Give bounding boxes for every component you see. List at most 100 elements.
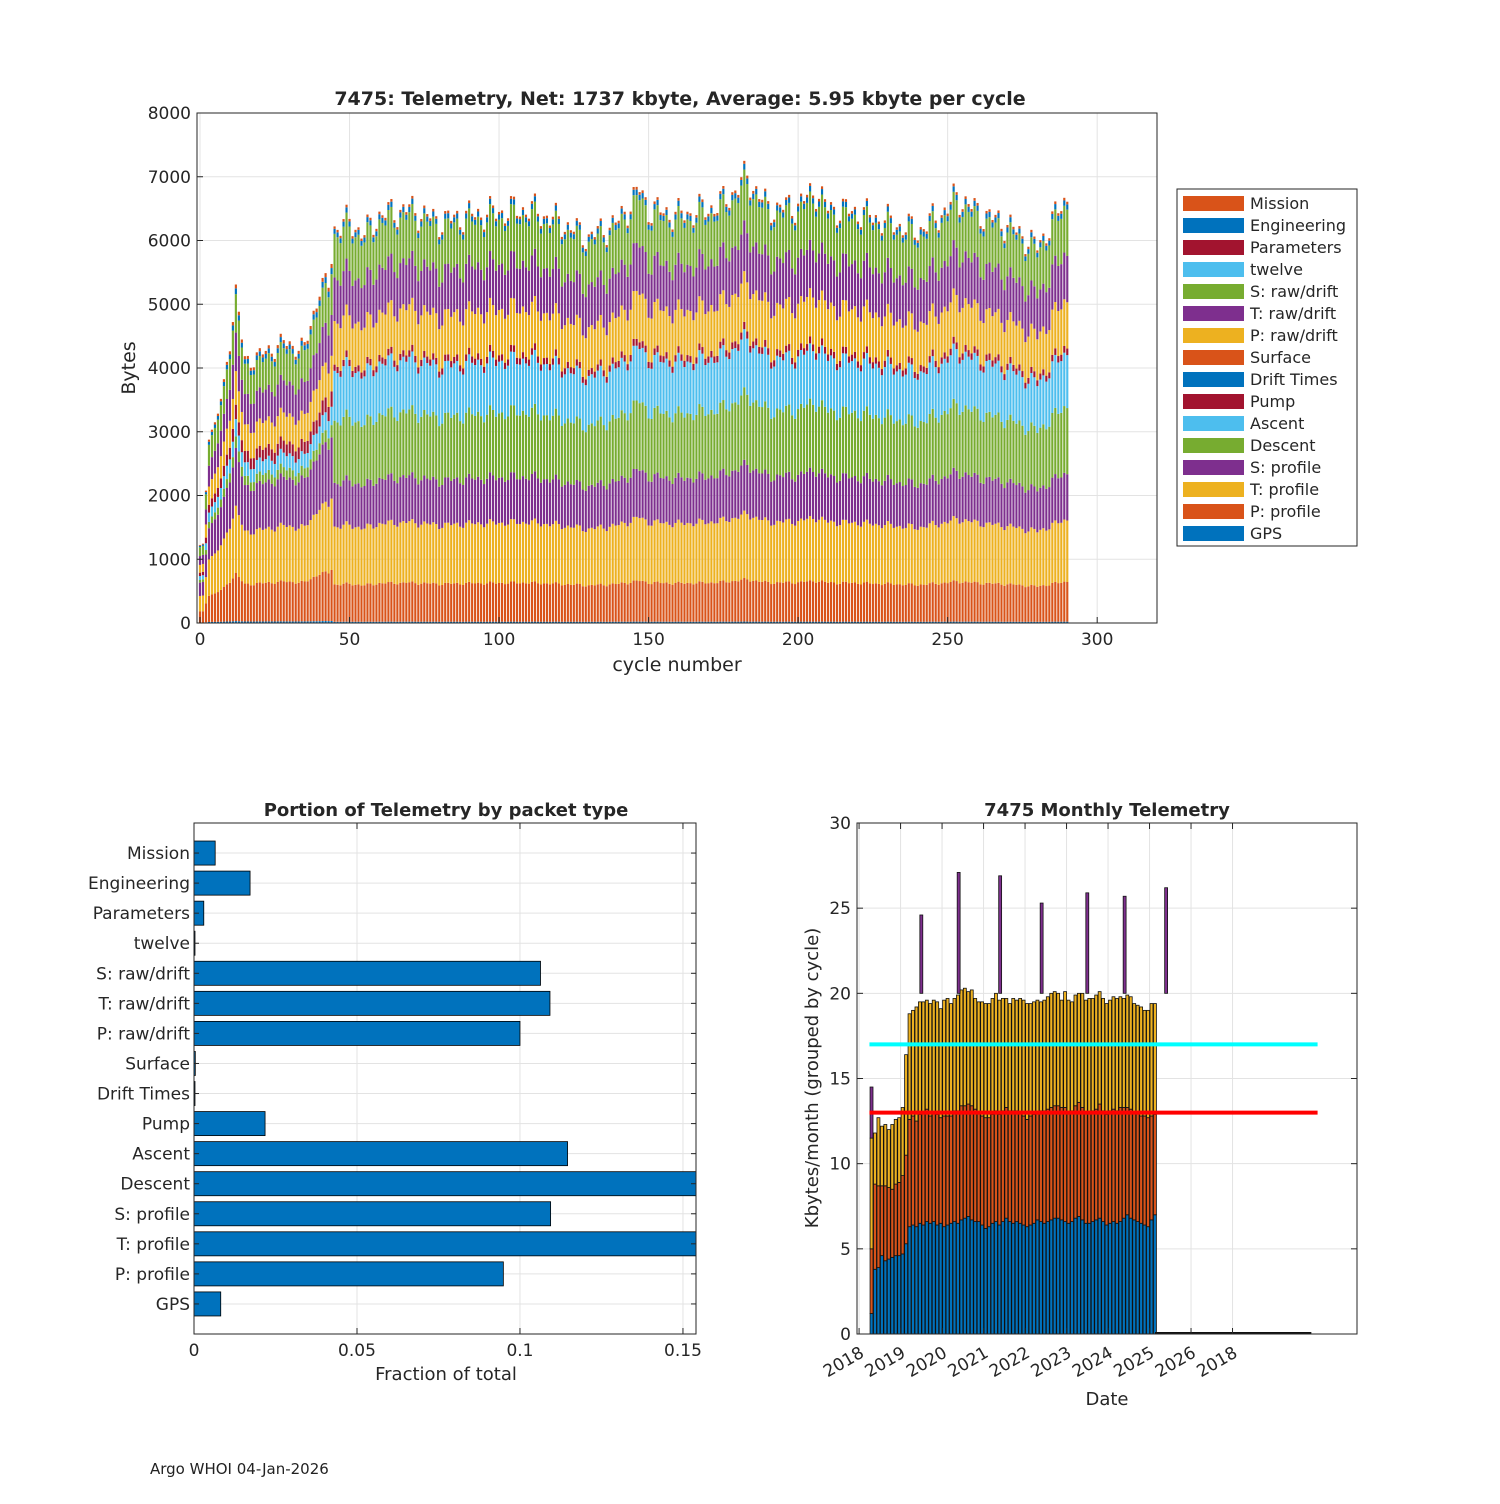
bar-segment bbox=[223, 379, 225, 382]
bar-segment bbox=[432, 209, 434, 212]
bar-segment bbox=[486, 363, 488, 414]
bar-segment bbox=[833, 582, 835, 621]
bar-segment bbox=[235, 371, 237, 405]
bar-segment bbox=[836, 228, 838, 233]
bar-segment bbox=[348, 221, 350, 226]
bar-segment bbox=[280, 334, 282, 337]
bar-segment bbox=[348, 480, 350, 524]
bar-segment bbox=[728, 216, 730, 262]
bar-segment bbox=[513, 582, 515, 622]
y-axis-label: Bytes bbox=[118, 341, 140, 394]
bar-segment bbox=[719, 348, 721, 402]
bar-segment bbox=[988, 308, 990, 353]
bar-segment bbox=[208, 445, 210, 466]
bar-segment bbox=[827, 211, 829, 214]
bar-segment bbox=[348, 271, 350, 315]
bar-segment bbox=[447, 413, 449, 478]
bar-stack bbox=[447, 211, 449, 623]
bar-segment bbox=[938, 230, 940, 232]
bar-segment bbox=[283, 340, 285, 343]
bar-segment bbox=[971, 212, 973, 217]
bar-segment bbox=[1003, 586, 1005, 622]
monthly-stack bbox=[1147, 1010, 1150, 1334]
bar-segment bbox=[208, 440, 210, 442]
bar-segment bbox=[289, 525, 291, 581]
bar-segment bbox=[486, 217, 488, 222]
y-axis-label: Kbytes/month (grouped by cycle) bbox=[802, 928, 823, 1228]
bar-segment bbox=[384, 270, 386, 315]
bar-segment bbox=[692, 277, 694, 321]
bar-segment bbox=[621, 410, 623, 475]
bar-segment bbox=[205, 555, 207, 578]
legend-swatch bbox=[1183, 504, 1244, 519]
bar-segment bbox=[453, 479, 455, 524]
bar-segment bbox=[920, 322, 922, 366]
bar-segment bbox=[597, 483, 599, 527]
bar-stack bbox=[767, 201, 769, 623]
bar-stack bbox=[295, 357, 297, 623]
bar-segment bbox=[1033, 239, 1035, 244]
bar-segment bbox=[480, 314, 482, 359]
bar-segment bbox=[956, 1111, 959, 1223]
bar-segment bbox=[722, 469, 724, 517]
bar-segment bbox=[636, 190, 638, 195]
bar-segment bbox=[504, 226, 506, 231]
bar-segment bbox=[393, 525, 395, 584]
bar-segment bbox=[770, 223, 772, 226]
bar-stack bbox=[773, 220, 775, 623]
bar-segment bbox=[926, 231, 928, 233]
bar-segment bbox=[731, 200, 733, 247]
bar-segment bbox=[743, 460, 745, 511]
bar-segment bbox=[662, 221, 664, 266]
bar-segment bbox=[465, 354, 467, 360]
bar-segment bbox=[555, 521, 557, 582]
bar-segment bbox=[456, 355, 458, 361]
bar-segment bbox=[471, 583, 473, 622]
bar-stack bbox=[519, 217, 521, 623]
bar-stack bbox=[982, 229, 984, 623]
bar-segment bbox=[480, 416, 482, 480]
bar-segment bbox=[821, 186, 823, 189]
bar-segment bbox=[468, 407, 470, 473]
bar-segment bbox=[453, 583, 455, 621]
bar-segment bbox=[1066, 349, 1068, 356]
bar-segment bbox=[229, 529, 231, 583]
bar-segment bbox=[214, 451, 216, 474]
bar-segment bbox=[1026, 1119, 1029, 1226]
bar-segment bbox=[262, 583, 264, 621]
bar-segment bbox=[522, 210, 524, 215]
bar-segment bbox=[1102, 1222, 1105, 1334]
bar-segment bbox=[1030, 585, 1032, 622]
bar-segment bbox=[994, 415, 996, 479]
bar-segment bbox=[429, 525, 431, 584]
bar-segment bbox=[615, 419, 617, 482]
bar-segment bbox=[827, 361, 829, 413]
bar-segment bbox=[609, 421, 611, 483]
bar-segment bbox=[564, 585, 566, 622]
bar-segment bbox=[456, 213, 458, 218]
bar-segment bbox=[453, 312, 455, 357]
bar-segment bbox=[417, 281, 419, 324]
bar-segment bbox=[1024, 383, 1026, 389]
bar-segment bbox=[363, 285, 365, 328]
x-tick-label: 2022 bbox=[986, 1343, 1033, 1382]
bar-segment bbox=[962, 360, 964, 412]
bar-segment bbox=[217, 467, 219, 488]
monthly-stack bbox=[970, 990, 973, 1334]
bar-segment bbox=[749, 200, 751, 205]
bar-segment bbox=[851, 219, 853, 264]
bar-stack bbox=[648, 222, 650, 623]
bar-segment bbox=[525, 312, 527, 357]
bar-segment bbox=[465, 477, 467, 522]
bar-segment bbox=[465, 309, 467, 354]
bar-segment bbox=[803, 201, 805, 204]
bar-segment bbox=[761, 582, 763, 622]
bar-segment bbox=[504, 275, 506, 319]
bar-segment bbox=[444, 413, 446, 478]
bar-segment bbox=[624, 219, 626, 264]
bar-segment bbox=[815, 353, 817, 359]
bar-segment bbox=[259, 472, 261, 481]
bar-segment bbox=[932, 303, 934, 349]
bar-segment bbox=[313, 451, 315, 462]
